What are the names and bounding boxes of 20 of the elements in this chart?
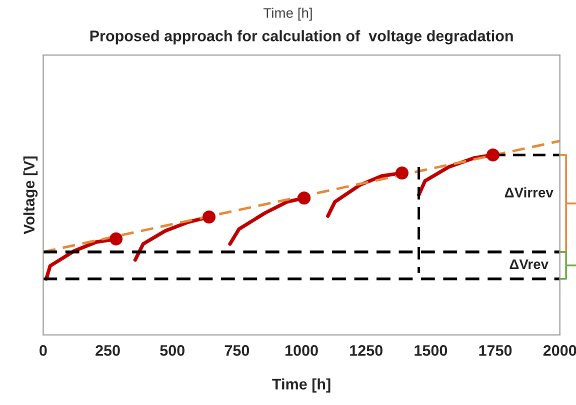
x-tick-label: 1500 [414,345,448,356]
point [298,192,311,205]
x-tick-label: 500 [160,345,184,356]
x-axis-title: Time [h] [272,378,330,393]
chart-title: Proposed approach for calculation of voltage degradation [90,30,513,44]
x-tick-label: 1250 [350,345,382,356]
x-tick-label: 0 [40,345,47,356]
point [396,166,409,180]
annotation: ΔVirrev [504,187,554,198]
x-tick-label: 750 [224,345,250,356]
annotation: ΔVrev [510,259,548,270]
x-tick-label: 250 [96,345,120,356]
y-axis-title: Voltage [V] [23,156,38,234]
point [486,148,500,162]
x-tick-label: 2000 [543,345,576,356]
point [110,232,123,246]
x-tick-label: 1000 [286,345,318,356]
x-tick-label: 1750 [479,345,512,356]
text: Time [h] [263,8,312,21]
point [202,210,216,224]
